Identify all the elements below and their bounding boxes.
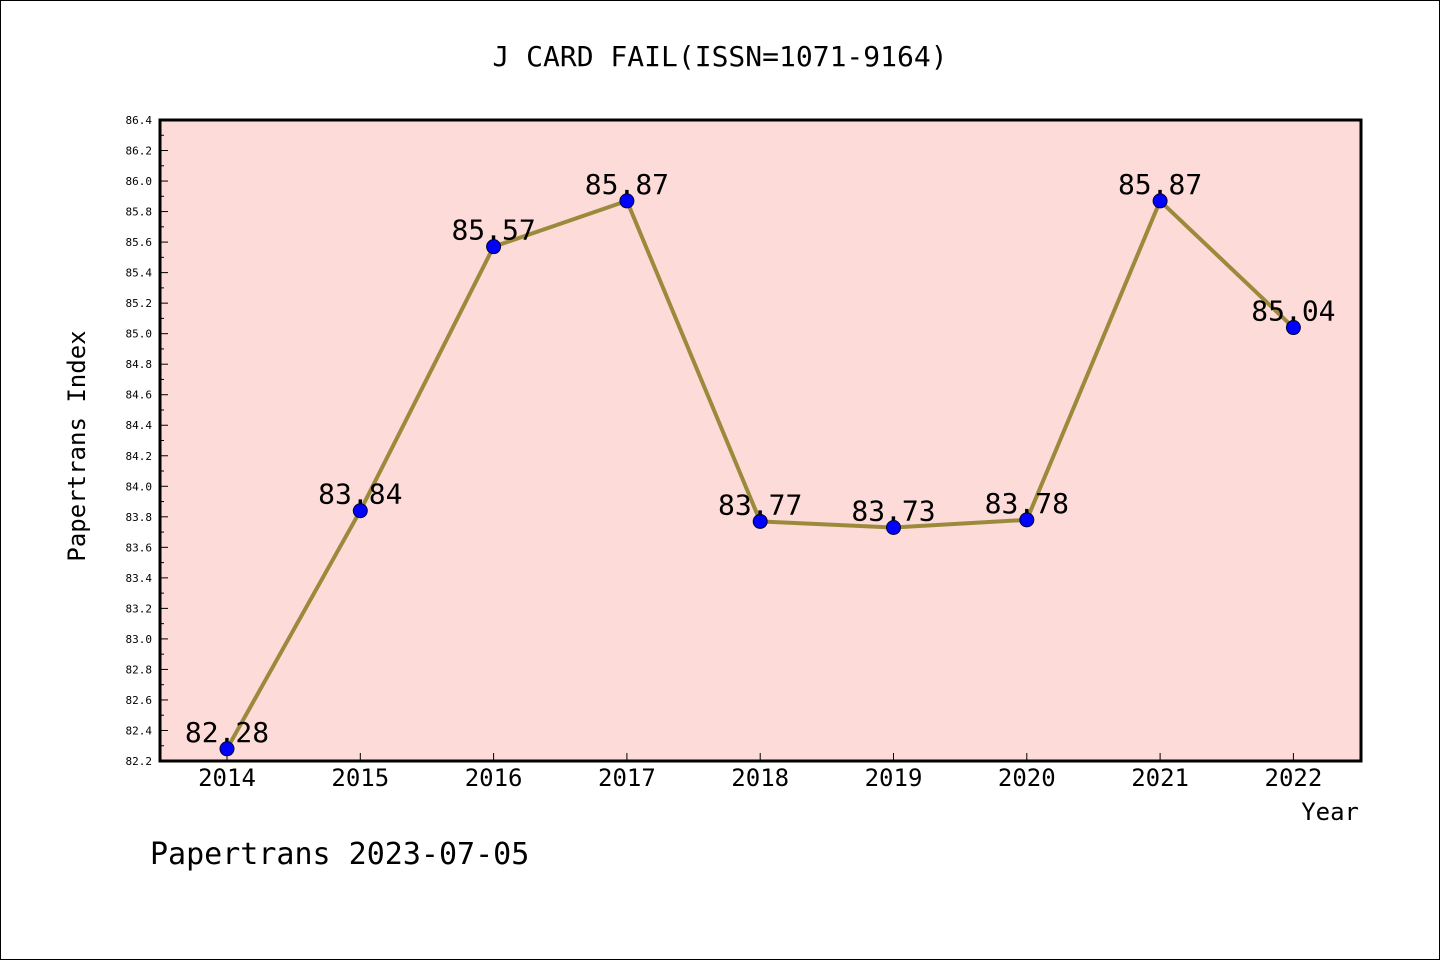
data-label: 85.04	[1251, 295, 1335, 328]
y-tick-label: 83.6	[126, 541, 153, 554]
data-point	[752, 513, 768, 529]
y-axis: 82.2 82.4 82.6 82.8 83.0 83.2 83.4 83.6 83.8 84.0…	[126, 114, 168, 768]
x-tick-label: 2021	[1131, 764, 1189, 792]
data-point	[619, 193, 635, 209]
y-tick-label: 86.2	[126, 145, 153, 158]
data-point	[1019, 512, 1035, 528]
data-label: 85.57	[451, 214, 535, 247]
y-tick-label: 84.2	[126, 450, 153, 463]
series-line-group	[219, 193, 1301, 757]
data-point	[486, 239, 502, 255]
x-axis: 2014 2015 2016 2017 2018 2019 2020 2021 2022	[198, 753, 1322, 792]
y-tick-label: 82.8	[126, 663, 153, 676]
data-label: 85.87	[1118, 168, 1202, 201]
data-point	[219, 741, 235, 757]
data-label: 85.87	[585, 168, 669, 201]
data-point	[886, 519, 901, 535]
data-point	[1152, 193, 1168, 209]
x-tick-label: 2020	[998, 764, 1056, 792]
footer-text: Papertrans 2023-07-05	[150, 837, 529, 872]
y-tick-label: 85.6	[126, 236, 153, 249]
y-tick-label: 86.0	[126, 175, 153, 188]
data-label: 83.84	[318, 478, 402, 511]
x-tick-label: 2016	[465, 764, 523, 792]
data-point	[352, 503, 368, 519]
y-tick-label: 84.6	[126, 389, 153, 402]
y-tick-label: 84.8	[126, 358, 153, 371]
x-tick-label: 2014	[198, 764, 256, 792]
data-label: 83.73	[851, 494, 935, 527]
y-tick-label: 83.4	[126, 572, 153, 585]
x-axis-label: Year	[1301, 798, 1359, 826]
y-tick-label: 83.8	[126, 511, 153, 524]
x-tick-label: 2015	[331, 764, 389, 792]
x-tick-label: 2022	[1265, 764, 1323, 792]
y-tick-label: 85.4	[126, 267, 153, 280]
x-tick-label: 2017	[598, 764, 656, 792]
y-tick-label: 83.0	[126, 633, 153, 646]
y-tick-label: 82.6	[126, 694, 153, 707]
data-label: 82.28	[185, 716, 269, 749]
plot-area	[158, 118, 1363, 763]
y-axis-label: Papertrans Index	[63, 330, 91, 561]
y-tick-label: 85.2	[126, 297, 153, 310]
y-tick-label: 84.4	[126, 419, 153, 432]
data-label: 83.78	[985, 487, 1069, 520]
x-tick-label: 2018	[731, 764, 789, 792]
data-label: 83.77	[718, 488, 802, 521]
y-tick-label: 85.0	[126, 328, 153, 341]
y-tick-label: 86.4	[126, 114, 153, 127]
y-tick-label: 82.2	[126, 755, 153, 768]
data-point	[1285, 320, 1301, 336]
chart-title: J CARD FAIL(ISSN=1071-9164)	[492, 40, 947, 73]
y-tick-label: 83.2	[126, 602, 153, 615]
x-tick-label: 2019	[865, 764, 923, 792]
y-tick-label: 82.4	[126, 724, 153, 737]
y-tick-label: 84.0	[126, 480, 153, 493]
y-tick-label: 85.8	[126, 206, 153, 219]
data-labels-group: 82.28 83.84 85.57 85.87 83.77 83.73 83.78 85.87…	[185, 168, 1336, 749]
